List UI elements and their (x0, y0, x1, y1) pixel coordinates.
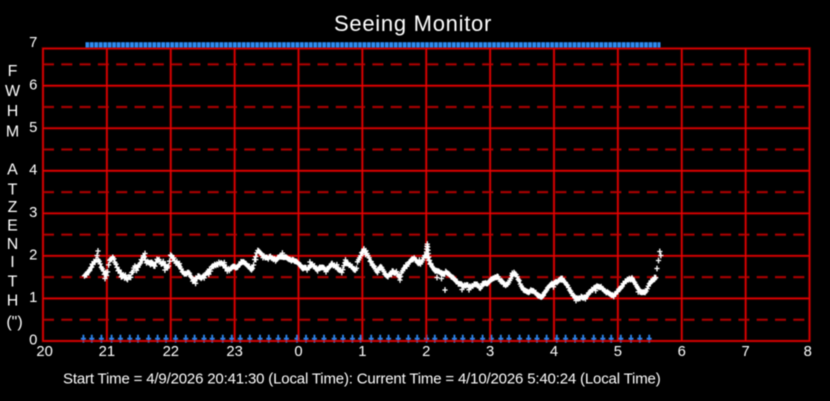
svg-text:22: 22 (163, 344, 179, 360)
svg-text:F: F (8, 63, 18, 80)
svg-text:("): (") (6, 314, 22, 331)
svg-text:4: 4 (29, 163, 37, 179)
svg-text:7: 7 (741, 344, 749, 360)
svg-text:21: 21 (99, 344, 115, 360)
svg-text:1: 1 (358, 344, 366, 360)
svg-text:T: T (8, 182, 18, 199)
svg-text:W: W (5, 83, 21, 100)
svg-text:0: 0 (29, 333, 37, 349)
svg-text:0: 0 (294, 344, 302, 360)
svg-text:A: A (7, 162, 18, 179)
svg-text:Seeing Monitor: Seeing Monitor (334, 11, 492, 36)
svg-text:M: M (6, 123, 19, 140)
svg-text:23: 23 (226, 344, 242, 360)
svg-text:E: E (7, 218, 18, 235)
svg-text:T: T (8, 274, 18, 291)
svg-text:N: N (7, 236, 19, 253)
svg-text:7: 7 (29, 35, 37, 51)
svg-text:I: I (10, 254, 14, 271)
svg-text:5: 5 (29, 120, 37, 136)
svg-text:6: 6 (29, 77, 37, 93)
svg-text:Start Time = 4/9/2026 20:41:30: Start Time = 4/9/2026 20:41:30 (Local Ti… (63, 370, 661, 387)
svg-text:8: 8 (804, 344, 812, 360)
svg-text:H: H (7, 103, 19, 120)
svg-text:6: 6 (678, 344, 686, 360)
svg-text:2: 2 (29, 248, 37, 264)
svg-text:Z: Z (8, 199, 18, 216)
svg-text:20: 20 (36, 344, 52, 360)
svg-text:3: 3 (29, 205, 37, 221)
svg-text:1: 1 (29, 290, 37, 306)
svg-text:4: 4 (550, 344, 558, 360)
svg-text:2: 2 (422, 344, 430, 360)
svg-text:H: H (7, 293, 19, 310)
svg-text:3: 3 (486, 344, 494, 360)
svg-text:5: 5 (614, 344, 622, 360)
